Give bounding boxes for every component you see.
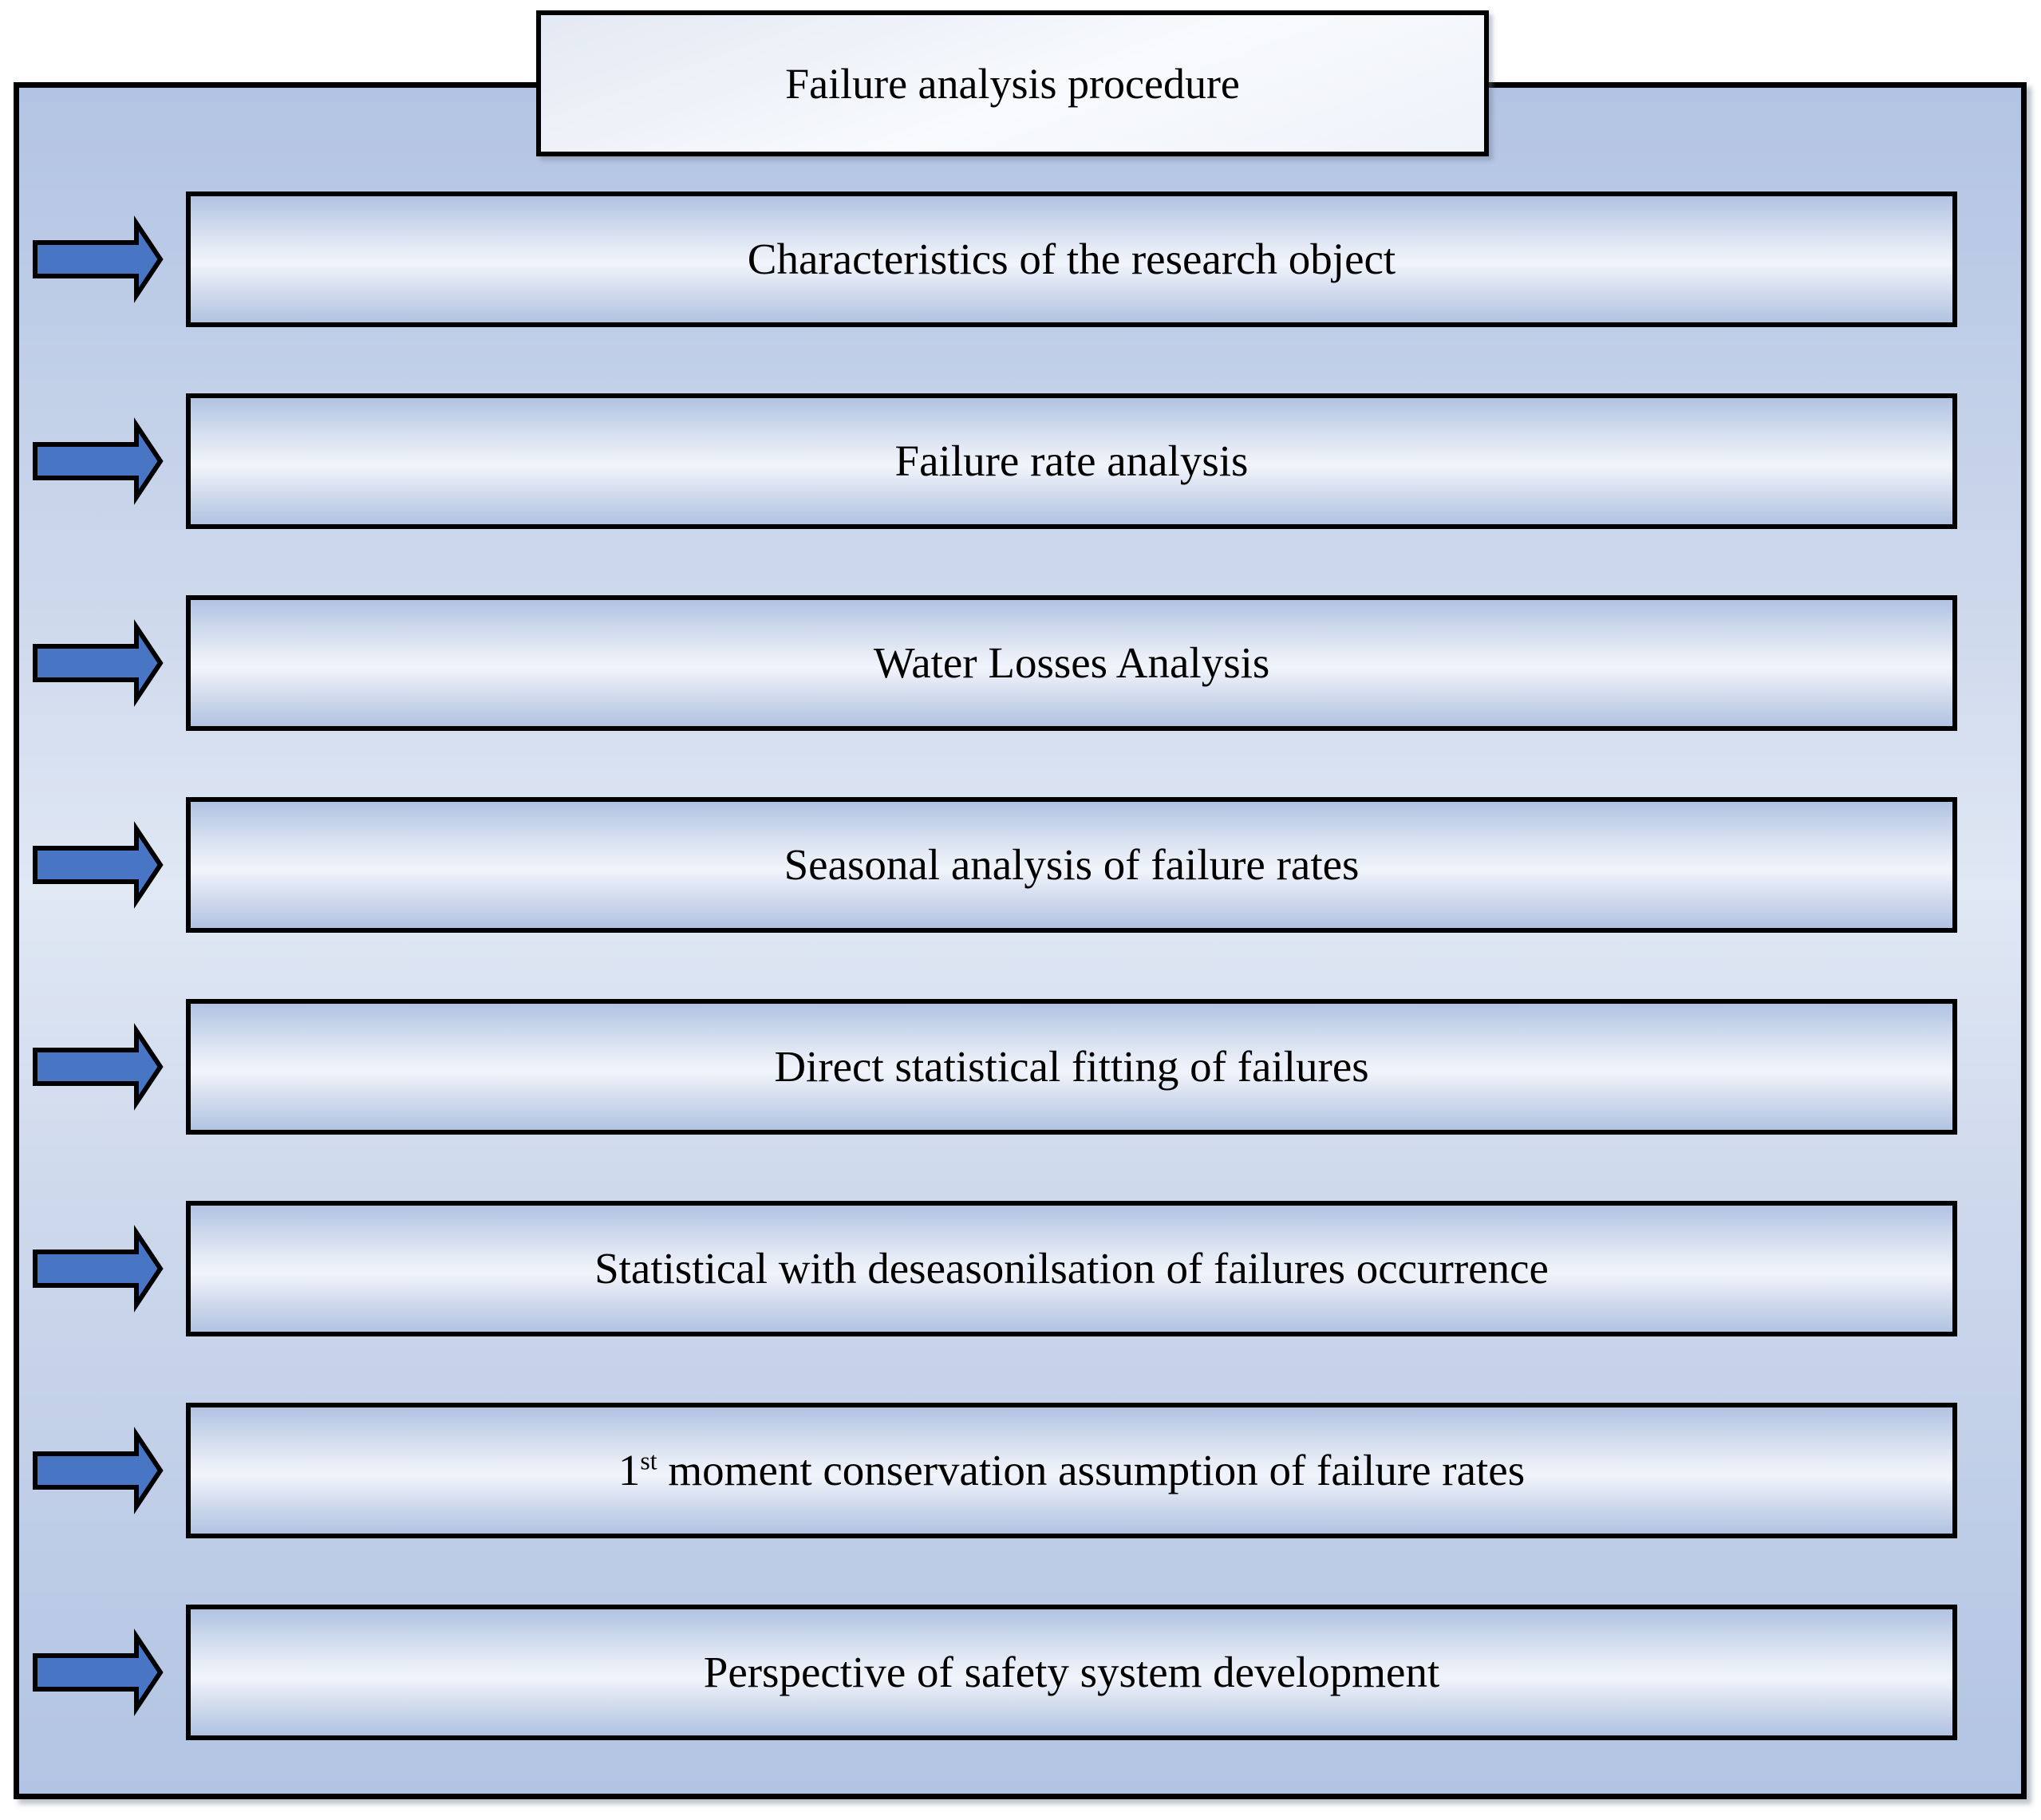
- step-label-ordinal-suffix: st: [640, 1447, 657, 1475]
- step-label: Direct statistical fitting of failures: [774, 1041, 1369, 1091]
- procedure-step-row: Seasonal analysis of failure rates: [19, 797, 2021, 933]
- step-box: 1st moment conservation assumption of fa…: [186, 1403, 1957, 1538]
- right-arrow-icon: [33, 1023, 164, 1111]
- step-marker-column: [19, 215, 186, 303]
- step-marker-column: [19, 1427, 186, 1514]
- right-arrow-icon: [33, 417, 164, 505]
- procedure-step-row: Characteristics of the research object: [19, 191, 2021, 327]
- step-marker-column: [19, 1023, 186, 1111]
- step-label: Seasonal analysis of failure rates: [784, 839, 1360, 889]
- step-marker-column: [19, 821, 186, 909]
- step-label: Water Losses Analysis: [873, 638, 1270, 687]
- step-box: Characteristics of the research object: [186, 191, 1957, 327]
- step-label: 1st moment conservation assumption of fa…: [618, 1445, 1526, 1495]
- right-arrow-icon: [33, 821, 164, 909]
- procedure-step-row: Direct statistical fitting of failures: [19, 999, 2021, 1135]
- right-arrow-icon: [33, 619, 164, 707]
- procedure-step-row: Statistical with deseasonilsation of fai…: [19, 1201, 2021, 1336]
- step-box: Perspective of safety system development: [186, 1605, 1957, 1740]
- right-arrow-icon: [33, 1427, 164, 1514]
- step-label-number: 1: [618, 1445, 641, 1494]
- procedure-step-row: 1st moment conservation assumption of fa…: [19, 1403, 2021, 1538]
- right-arrow-icon: [33, 1225, 164, 1313]
- page-title: Failure analysis procedure: [785, 59, 1240, 108]
- step-marker-column: [19, 1629, 186, 1716]
- step-box: Failure rate analysis: [186, 393, 1957, 529]
- procedure-step-row: Water Losses Analysis: [19, 595, 2021, 731]
- step-box: Water Losses Analysis: [186, 595, 1957, 731]
- step-label: Statistical with deseasonilsation of fai…: [594, 1243, 1549, 1293]
- title-box: Failure analysis procedure: [536, 10, 1489, 156]
- right-arrow-icon: [33, 215, 164, 303]
- step-label: Perspective of safety system development: [703, 1647, 1440, 1696]
- step-marker-column: [19, 417, 186, 505]
- step-box: Direct statistical fitting of failures: [186, 999, 1957, 1135]
- procedure-step-row: Perspective of safety system development: [19, 1605, 2021, 1740]
- step-marker-column: [19, 619, 186, 707]
- step-marker-column: [19, 1225, 186, 1313]
- step-label-text: moment conservation assumption of failur…: [657, 1445, 1526, 1494]
- step-label: Characteristics of the research object: [747, 234, 1396, 283]
- step-box: Seasonal analysis of failure rates: [186, 797, 1957, 933]
- procedure-step-row: Failure rate analysis: [19, 393, 2021, 529]
- step-box: Statistical with deseasonilsation of fai…: [186, 1201, 1957, 1336]
- procedure-panel: Characteristics of the research object F…: [14, 82, 2027, 1799]
- step-label: Failure rate analysis: [894, 436, 1249, 485]
- right-arrow-icon: [33, 1629, 164, 1716]
